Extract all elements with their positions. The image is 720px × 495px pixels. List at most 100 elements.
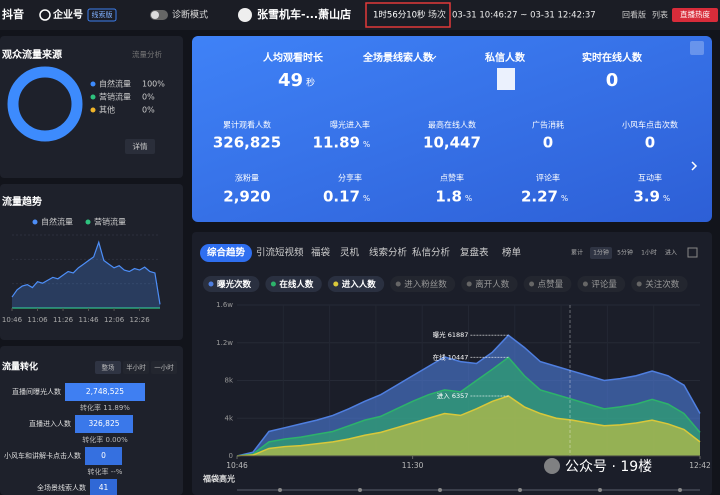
export-icon[interactable] [690,41,704,55]
filter-dot [333,281,339,287]
filter-pill[interactable] [577,276,626,292]
tab[interactable]: 榜单 [502,247,522,259]
expand-icon[interactable] [687,247,698,258]
metric-label: 人均观看时长 [263,51,324,64]
filter-text[interactable]: 曝光次数 [217,279,252,290]
footer-label: 福袋高光 [202,474,235,484]
active-tab [200,244,252,262]
metric-value: 2,920 [223,188,270,206]
rate-label: 转化率 --% [88,467,123,476]
time-option[interactable] [590,247,612,259]
tab-text[interactable]: 整场 [102,363,116,372]
stage-label: 小风车和讲解卡点击人数 [4,451,81,460]
top-link[interactable]: 列表 [652,10,668,20]
tab-text[interactable]: 一小时 [154,363,174,372]
legend-label: 自然流量 [99,79,131,89]
tab[interactable]: 私信分析 [412,247,451,259]
legend-label: 自然流量 [41,217,73,227]
metric-unit: % [561,194,568,203]
detail-button-text[interactable]: 详情 [133,141,148,151]
metric-unit: 秒 [306,77,315,89]
metric-label: 私信人数 [484,51,526,64]
y-tick-label: 0 [229,452,233,460]
top-link[interactable]: 回看版 [622,10,646,20]
x-tick-label: 11:30 [402,461,424,470]
filter-pill[interactable] [461,276,518,292]
metric-value: 10,447 [423,134,481,152]
hot-button[interactable] [672,8,718,22]
timeline-dot [518,488,522,492]
value-label: 0% [142,93,155,102]
filter-text[interactable]: 在线人数 [279,279,314,290]
filter-text[interactable]: 点赞量 [538,279,564,290]
brand: 企业号 [52,8,83,21]
metric-label: 小风车点击次数 [622,120,678,130]
metric-label: 累计观看人数 [223,120,271,130]
tab[interactable] [151,361,177,374]
hot-button-text: 直播热度 [680,9,710,19]
filter-text[interactable]: 关注次数 [645,279,680,290]
time-option-text[interactable]: 进入 [665,249,677,257]
annotation: 曝光 61887 [433,330,469,339]
time-option-text[interactable]: 累计 [571,249,583,257]
filter-pill[interactable] [523,276,572,292]
metric-unit: % [663,194,670,203]
y-tick-label: 8k [224,377,233,385]
y-tick-label: 1.6w [216,301,233,309]
funnel-stage [85,447,122,465]
metric-value: 49 [278,70,303,91]
timeline-dot [438,488,442,492]
tab[interactable] [95,361,121,374]
badge [87,8,117,22]
tab[interactable]: 复盘表 [460,247,489,259]
tab[interactable]: 灵机 [340,247,360,259]
tab[interactable]: 线索分析 [369,247,408,259]
filter-text[interactable]: 离开人数 [475,279,510,290]
tab-text[interactable]: 半小时 [126,363,146,372]
filter-dot [208,281,214,287]
filter-pill[interactable] [390,276,456,292]
metric-value: 1.8 [435,188,462,206]
filter-text[interactable]: 进入粉丝数 [404,279,447,290]
area-line [236,395,701,457]
x-tick-label: 12:42 [689,461,711,470]
metric-unit: % [363,194,370,203]
metric-label: 点赞率 [440,173,464,183]
metric-label: 全场景线索人数 [362,51,434,64]
panel-title: 观众流量来源 [2,48,62,61]
dropdown-chevron [429,55,437,60]
room-name: 张雪机车-...萧山店 [257,7,351,21]
filter-pill[interactable] [327,276,385,292]
metric-label: 广告消耗 [532,120,564,130]
detail-button[interactable] [125,139,155,154]
time-option-text[interactable]: 1小时 [641,249,657,257]
x-tick-label: 12:26 [129,316,150,324]
next-arrow[interactable] [691,161,698,171]
tab[interactable]: 引流短视频 [256,247,304,259]
filter-pill[interactable] [265,276,322,292]
donut-segment [7,66,83,142]
annotation: 进入 6357 [437,392,469,400]
metric-value: 0 [606,70,619,91]
metric-value: 326,825 [213,134,281,152]
rate-label: 转化率 0.00% [82,435,128,444]
value-label: 0% [142,106,155,115]
tab[interactable]: 综合趋势 [207,247,246,259]
panel-link[interactable]: 流量分析 [132,49,162,59]
timeline-dot [678,488,682,492]
timeline-dot [598,488,602,492]
filter-text[interactable]: 进入人数 [342,279,377,290]
filter-pill[interactable] [203,276,260,292]
filter-text[interactable]: 评论量 [591,279,617,290]
session-label: 场次 [428,9,446,21]
tab[interactable] [123,361,149,374]
timeline-dot [358,488,362,492]
y-tick-label: 4k [224,414,233,422]
tab[interactable]: 福袋 [311,247,331,259]
time-option-text[interactable]: 1分钟 [593,249,609,257]
legend-dot [90,81,96,87]
time-option-text[interactable]: 5分钟 [617,249,633,257]
filter-pill[interactable] [631,276,688,292]
legend-dot [90,94,96,100]
